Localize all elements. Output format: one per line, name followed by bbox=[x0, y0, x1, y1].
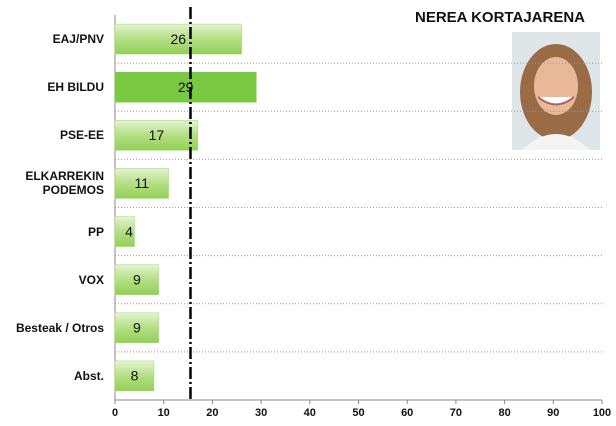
category-label: EH BILDU bbox=[47, 80, 104, 95]
x-tick-label: 10 bbox=[158, 407, 170, 419]
x-tick-label: 70 bbox=[450, 407, 462, 419]
category-label: VOX bbox=[78, 272, 104, 287]
bar bbox=[114, 168, 169, 199]
category-label: PSE-EE bbox=[59, 128, 104, 143]
category-label: ELKARREKIN PODEMOS bbox=[25, 169, 104, 198]
x-tick-label: 80 bbox=[498, 407, 510, 419]
bar bbox=[114, 216, 135, 247]
value-label: 17 bbox=[149, 127, 165, 143]
value-label: 8 bbox=[131, 368, 139, 384]
category-label: Besteak / Otros bbox=[15, 320, 104, 335]
value-label: 11 bbox=[135, 175, 150, 191]
x-tick-label: 20 bbox=[206, 407, 218, 419]
value-label: 9 bbox=[133, 271, 141, 287]
value-label: 4 bbox=[125, 223, 133, 239]
x-tick-label: 90 bbox=[547, 407, 559, 419]
bar bbox=[114, 120, 199, 151]
x-tick-label: 0 bbox=[112, 407, 118, 419]
bar bbox=[114, 23, 242, 55]
value-label: 26 bbox=[171, 31, 187, 47]
bar bbox=[114, 264, 160, 295]
category-label: Abst. bbox=[74, 368, 104, 383]
photo bbox=[512, 32, 600, 150]
category-label: EAJ/PNV bbox=[52, 32, 104, 47]
x-tick-label: 100 bbox=[593, 407, 611, 419]
bar bbox=[114, 360, 155, 392]
value-label: 9 bbox=[133, 320, 141, 336]
x-tick-label: 30 bbox=[255, 407, 267, 419]
bar bbox=[114, 312, 160, 344]
chart-title: NEREA KORTAJARENA bbox=[415, 9, 585, 26]
x-tick-label: 60 bbox=[401, 407, 413, 419]
x-tick-label: 40 bbox=[304, 407, 316, 419]
x-tick-label: 50 bbox=[352, 407, 364, 419]
category-label: PP bbox=[87, 224, 104, 239]
bar bbox=[114, 71, 257, 103]
